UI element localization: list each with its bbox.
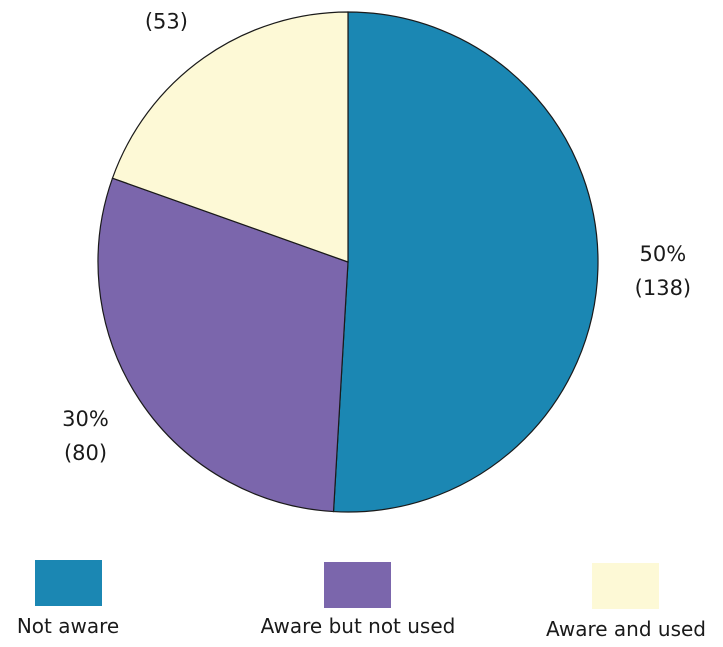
slice-labels: 50%(138)30%(80)20%(53) <box>62 10 691 466</box>
pie-slice-aware-but-not-used <box>97 177 349 513</box>
legend-label-aware-but-not-used: Aware but not used <box>261 614 456 638</box>
legend-swatch-aware-and-used <box>592 563 659 609</box>
slice-percent-label-aware-but-not-used: 30% <box>62 407 109 431</box>
pie-slice-not-aware <box>332 11 599 513</box>
legend-swatch-not-aware <box>35 560 102 606</box>
legend-label-aware-and-used: Aware and used <box>546 617 706 641</box>
pie-slices <box>97 11 599 513</box>
legend-label-not-aware: Not aware <box>17 614 119 638</box>
slice-count-label-aware-but-not-used: (80) <box>64 441 107 465</box>
slice-percent-label-not-aware: 50% <box>640 242 687 266</box>
pie-slice-aware-and-used <box>111 11 349 263</box>
slice-count-label-not-aware: (138) <box>635 276 691 300</box>
slice-count-label-aware-and-used: (53) <box>145 10 188 34</box>
legend-swatch-aware-but-not-used <box>324 562 391 608</box>
legend: Not aware Aware but not used Aware and use… <box>17 560 706 641</box>
